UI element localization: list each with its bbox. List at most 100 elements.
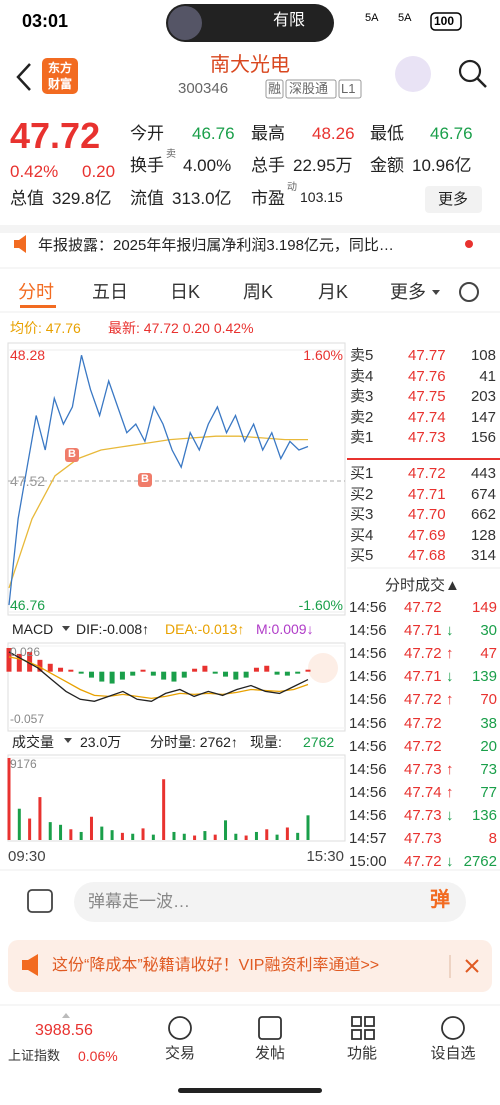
text: 03:01 — [22, 11, 69, 31]
text: 23.0万 — [80, 734, 122, 750]
text: 均价: 47.76 — [10, 320, 81, 336]
text: 融 — [268, 81, 282, 96]
volume-bar — [110, 830, 114, 840]
text: 22.95万 — [293, 156, 353, 175]
func-icon — [364, 1029, 375, 1040]
text: 年报披露：2025年年报归属净利润3.198亿元，同比… — [38, 237, 394, 254]
text: 47.72 — [404, 645, 442, 663]
text: 发帖 — [254, 1045, 286, 1062]
back-button[interactable] — [16, 63, 31, 91]
search-icon[interactable] — [458, 59, 482, 83]
text: 五日 — [92, 282, 128, 302]
text: 47.71 — [404, 622, 442, 640]
macd-bar — [181, 671, 187, 678]
text: 14:56 — [349, 760, 387, 778]
watch-icon[interactable] — [441, 1016, 465, 1040]
text: 47.74 — [404, 783, 442, 801]
macd-bar — [284, 671, 290, 676]
text: 48.28 — [10, 347, 46, 363]
tab-underline — [20, 305, 56, 308]
dropdown — [62, 626, 70, 631]
text: 147 — [470, 408, 496, 426]
text: 108 — [470, 347, 496, 364]
more-button[interactable] — [425, 186, 482, 213]
robot-icon[interactable] — [395, 56, 431, 92]
banner-icon — [22, 954, 38, 976]
text: 47.71 — [404, 668, 442, 686]
notice-dot — [465, 240, 473, 248]
home-indicator — [178, 1088, 322, 1093]
banner-bg[interactable] — [8, 940, 492, 992]
volume-bar — [38, 797, 42, 840]
text: 38 — [480, 714, 497, 732]
text: 15:00 — [349, 853, 387, 871]
text: 47.72 — [404, 737, 442, 755]
text: 财富 — [48, 77, 73, 91]
macd-bar — [243, 671, 249, 678]
macd-bar — [171, 671, 177, 682]
text: 47.72 — [408, 465, 446, 482]
text: 14:56 — [349, 691, 387, 709]
text: 149 — [471, 599, 497, 616]
text: 卖 — [166, 149, 176, 160]
text: 14:56 — [349, 645, 387, 663]
text: B — [141, 473, 149, 485]
text: 周K — [243, 282, 274, 302]
price-frame — [7, 342, 346, 616]
volume-bar — [306, 815, 310, 840]
macd-bar — [202, 665, 208, 672]
comment-icon[interactable] — [27, 889, 53, 913]
text: 47.69 — [408, 526, 446, 544]
macd-bar — [233, 671, 239, 680]
text: 换手 — [130, 156, 164, 175]
text: 47.72 — [404, 599, 442, 616]
text: 10.96亿 — [412, 156, 472, 175]
text: 47.72 — [404, 691, 442, 709]
volume-bar — [244, 835, 248, 840]
text: ↑ — [446, 645, 454, 663]
text: 功能 — [346, 1045, 378, 1062]
text: 20 — [480, 737, 497, 755]
macd-bar — [47, 663, 53, 672]
volume-bar — [141, 828, 145, 840]
text: 14:56 — [349, 737, 387, 755]
text: 203 — [470, 388, 496, 406]
text: 14:56 — [349, 668, 387, 686]
text: 有限 — [273, 12, 306, 29]
tag — [338, 79, 362, 99]
text: 南大光电 — [210, 54, 290, 76]
macd-bar — [192, 668, 198, 672]
price-line — [8, 355, 309, 606]
text: 47.72 — [404, 853, 442, 871]
text: 47.77 — [408, 347, 446, 364]
search-handle — [476, 77, 487, 88]
settings-icon[interactable] — [459, 282, 479, 302]
text: 47.68 — [408, 547, 446, 565]
trade-icon[interactable] — [168, 1016, 192, 1040]
func-icon[interactable] — [351, 1016, 362, 1027]
text: 弹幕走一波… — [88, 892, 190, 911]
text: 47.70 — [408, 506, 446, 524]
text: 9176 — [10, 757, 37, 771]
volume-bar — [285, 827, 289, 840]
text: 0.06% — [78, 1048, 118, 1064]
volume-bar — [265, 829, 269, 840]
text: ↓ — [446, 853, 454, 871]
macd-bar — [88, 671, 94, 678]
text: 买1 — [350, 465, 374, 482]
comment-input[interactable] — [74, 882, 466, 922]
func-icon — [364, 1016, 375, 1027]
post-icon[interactable] — [258, 1016, 282, 1040]
text: 这份“降成本”秘籍请收好！VIP融资利率通道>> — [52, 957, 380, 974]
expand-button[interactable] — [308, 653, 338, 683]
text: 156 — [470, 429, 496, 447]
text: 4.00% — [183, 156, 232, 175]
volume-bar — [59, 824, 63, 840]
volume-bar — [89, 816, 93, 840]
text: 买4 — [350, 526, 374, 544]
text: 总手 — [251, 156, 285, 175]
text: 东方 — [48, 61, 73, 75]
banner-close[interactable] — [465, 959, 479, 973]
text: 47.73 — [404, 830, 442, 847]
macd-bar — [130, 671, 136, 676]
